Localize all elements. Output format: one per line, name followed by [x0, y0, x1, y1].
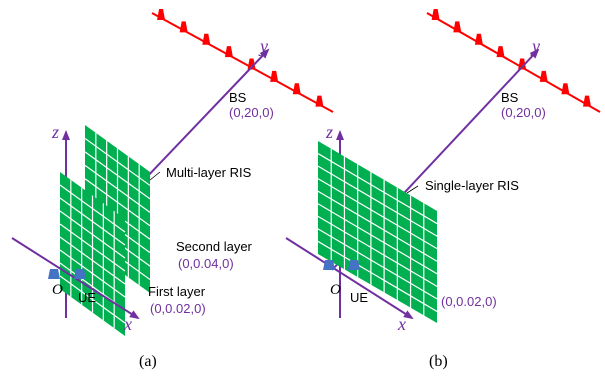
bs-antenna-element [179, 21, 188, 33]
bs-antenna-element [270, 70, 279, 82]
first-layer-label: First layer [148, 284, 206, 299]
bs-antenna-element [292, 83, 301, 95]
ue-antenna-b1 [323, 260, 335, 270]
single-layer-coord: (0,0.02,0) [441, 294, 497, 309]
caption-a: (a) [139, 353, 157, 370]
ue-antenna-b2 [348, 260, 360, 270]
second-layer-label: Second layer [176, 239, 253, 254]
z-axis-label-a: z [51, 122, 59, 142]
caption-b: (b) [429, 353, 448, 370]
x-axis-b [285, 237, 414, 320]
bs-coord-a: (0,20,0) [229, 105, 274, 120]
bs-antenna-element [224, 46, 233, 58]
single-layer-panel [317, 141, 438, 323]
bs-antenna-element [496, 46, 505, 58]
bs-label-b: BS [501, 90, 519, 105]
y-axis-label-b: y [530, 36, 540, 56]
ris-label-a: Multi-layer RIS [166, 165, 252, 180]
bs-coord-b: (0,20,0) [501, 105, 546, 120]
origin-label-a: O [52, 282, 63, 298]
ue-label-a: UE [78, 290, 96, 305]
panel-b: z y x O BS (0,20,0) Single-layer RIS (0,… [285, 8, 601, 370]
bs-label-a: BS [229, 90, 247, 105]
bs-antenna-element [315, 95, 324, 107]
z-axis-label-b: z [325, 122, 333, 142]
first-layer-panel [59, 172, 126, 336]
panel-a: z y x O BS (0,20,0) Multi-layer RIS Seco… [11, 8, 334, 370]
bs-antenna-elements-b [431, 8, 592, 107]
bs-antenna-element [453, 21, 462, 33]
bs-antenna-element [583, 95, 592, 107]
bs-antenna-element [202, 33, 211, 45]
ue-antenna-a1 [48, 269, 60, 279]
ue-label-b: UE [350, 290, 368, 305]
y-axis-label-a: y [258, 36, 268, 56]
bs-antenna-element [474, 33, 483, 45]
bs-antenna-elements-a [157, 8, 324, 107]
bs-antenna-element [157, 8, 166, 20]
ris-label-b: Single-layer RIS [425, 178, 519, 193]
bs-antenna-element [561, 83, 570, 95]
bs-antenna-element [247, 58, 256, 70]
bs-antenna-element [539, 70, 548, 82]
second-layer-coord: (0,0.04,0) [178, 256, 234, 271]
bs-antenna-element [518, 58, 527, 70]
ue-antenna-a2 [74, 269, 86, 279]
origin-label-b: O [330, 282, 341, 298]
first-layer-coord: (0,0.02,0) [150, 301, 206, 316]
x-axis-label-a: x [123, 314, 132, 334]
x-axis-label-b: x [397, 314, 406, 334]
bs-antenna-element [431, 8, 440, 20]
